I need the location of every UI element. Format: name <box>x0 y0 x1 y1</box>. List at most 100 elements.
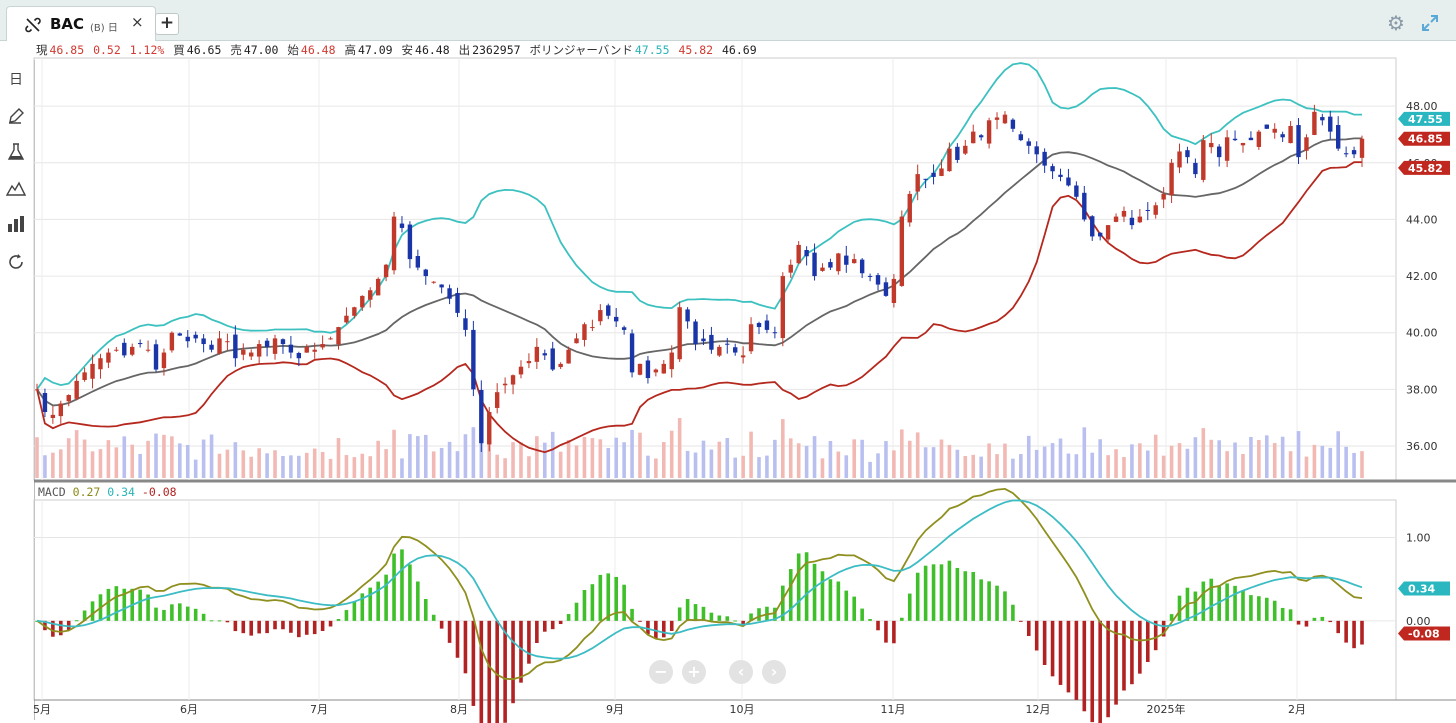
zoom-in-button[interactable]: + <box>682 660 706 684</box>
candle-body <box>328 338 333 340</box>
candle-body <box>502 383 508 386</box>
candle-body <box>106 352 111 363</box>
volume-bar <box>979 456 983 478</box>
candle-body <box>145 349 151 351</box>
gear-icon[interactable]: ⚙ <box>1387 11 1405 35</box>
volume-bar <box>598 439 603 478</box>
macd-histogram-bar <box>1280 607 1285 621</box>
volume-bar <box>1130 444 1134 478</box>
candle-body <box>566 349 571 364</box>
macd-histogram-bar <box>487 620 492 723</box>
pen-icon[interactable] <box>6 106 26 126</box>
candle-body <box>606 305 611 316</box>
bid-value: 46.65 <box>186 43 222 57</box>
now-value: 46.85 <box>49 43 85 57</box>
volume-bar <box>1106 455 1110 478</box>
candle-body <box>725 343 730 345</box>
volume-bar <box>1264 435 1269 478</box>
candle-body <box>1304 137 1309 151</box>
volume-bar <box>162 434 166 478</box>
candle-body <box>518 366 524 375</box>
add-tab-button[interactable]: + <box>155 13 179 35</box>
volume-bar <box>368 456 373 478</box>
candle-body <box>1224 137 1230 161</box>
period-day-button[interactable]: 日 <box>9 72 23 88</box>
macd-histogram-bar <box>820 571 825 621</box>
macd-histogram-bar <box>749 613 753 621</box>
macd-tick-label: 0.00 <box>1406 615 1431 628</box>
volume-bar <box>59 449 63 478</box>
macd-value: 0.27 <box>72 485 101 499</box>
flask-icon[interactable] <box>6 142 26 162</box>
price-tick-label: 48.00 <box>1406 100 1438 113</box>
mountain-icon[interactable] <box>6 178 26 198</box>
candle-body <box>487 412 492 445</box>
candle-body <box>217 338 222 354</box>
expand-icon[interactable] <box>1420 13 1440 33</box>
volume-bar <box>360 453 365 478</box>
volume-bar <box>1249 436 1253 478</box>
candle-body <box>1026 141 1031 146</box>
candle-body <box>1097 232 1103 237</box>
macd-line <box>36 487 1363 681</box>
macd-histogram-bar <box>1312 617 1317 621</box>
candle-body <box>1312 111 1317 135</box>
candle-body <box>740 355 746 358</box>
volume-bar <box>1050 443 1055 478</box>
tab-bac[interactable]: BAC (B) 日 × <box>6 6 156 41</box>
volume-bar <box>717 441 722 478</box>
macd-histogram-bar <box>178 603 182 621</box>
macd-histogram-bar <box>1209 578 1214 621</box>
candle-body <box>550 348 555 370</box>
volume-bar <box>947 444 952 478</box>
macd-histogram-bar <box>241 620 246 634</box>
volume-bar <box>852 439 857 478</box>
volume-bar <box>51 452 55 478</box>
bollinger-lower-value: 45.82 <box>678 43 714 57</box>
refresh-icon[interactable] <box>6 252 26 272</box>
bars-icon[interactable] <box>6 214 26 234</box>
unlink-icon[interactable] <box>25 17 41 33</box>
candle-body <box>1113 216 1119 222</box>
bollinger-lower-line <box>36 161 1363 454</box>
volume-bar <box>249 456 254 478</box>
candle-body <box>613 316 619 322</box>
zoom-out-button[interactable]: − <box>649 660 673 684</box>
candle-body <box>177 333 183 336</box>
volume-bar <box>1145 450 1150 478</box>
volume-bar <box>170 436 174 478</box>
macd-histogram-bar <box>503 620 507 723</box>
macd-histogram-bar <box>59 620 63 636</box>
volume-bar <box>1138 443 1142 478</box>
bollinger-upper-line <box>36 62 1362 390</box>
volume-bar <box>344 455 349 478</box>
scroll-right-button[interactable]: › <box>762 660 786 684</box>
histogram-tag-bg <box>1398 626 1450 641</box>
scroll-left-button[interactable]: ‹ <box>729 660 753 684</box>
volume-bar <box>574 445 579 478</box>
candle-body <box>701 338 706 342</box>
macd-histogram-bar <box>709 612 714 621</box>
macd-histogram-bar <box>1272 600 1277 621</box>
time-tick-label: 8月 <box>450 703 468 716</box>
price-tick-label: 40.00 <box>1406 327 1438 340</box>
candle-body <box>1050 166 1055 172</box>
candle-body <box>677 307 682 360</box>
candle-body <box>867 275 873 277</box>
candle-body <box>82 372 87 381</box>
volume-bar <box>1280 436 1285 478</box>
volume-bar <box>781 419 785 478</box>
candle-body <box>907 193 912 223</box>
macd-histogram-bar <box>630 608 634 621</box>
candle-body <box>249 352 254 357</box>
volume-bar <box>304 452 309 478</box>
high-value: 47.09 <box>357 43 393 57</box>
close-icon[interactable]: × <box>131 13 144 31</box>
low-label: 安 <box>401 43 414 57</box>
candle-body <box>34 389 40 391</box>
volume-bar <box>1272 443 1277 478</box>
candle-body <box>947 148 952 172</box>
volume-bar <box>677 418 682 478</box>
volume-bar <box>146 440 150 478</box>
